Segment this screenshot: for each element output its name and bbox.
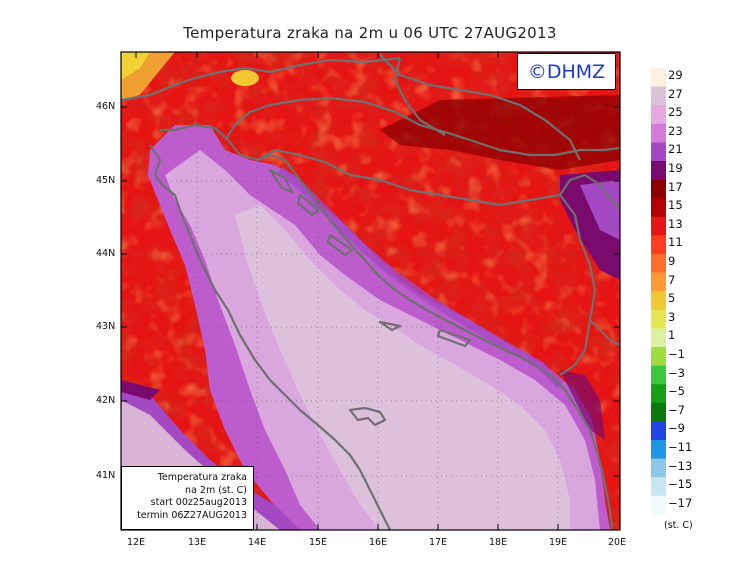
legend-label: 19 <box>668 161 683 175</box>
lat-label-44n: 44N <box>96 248 115 259</box>
legend-label: 17 <box>668 180 683 194</box>
legend-swatch <box>651 384 666 403</box>
lat-label-42n: 42N <box>96 395 115 406</box>
legend-label: −9 <box>668 421 685 435</box>
info-line-start: start 00z25aug2013 <box>122 497 247 510</box>
legend-label: −13 <box>668 459 692 473</box>
legend-swatch <box>651 217 666 236</box>
legend-swatch <box>651 477 666 496</box>
legend-swatch <box>651 403 666 422</box>
legend-swatch <box>651 105 666 124</box>
lat-label-46n: 46N <box>96 101 115 112</box>
lon-label-17e: 17E <box>429 537 447 548</box>
legend-swatch <box>651 87 666 106</box>
legend-label: −3 <box>668 366 685 380</box>
legend-swatch <box>651 366 666 385</box>
legend-swatch <box>651 496 666 515</box>
legend-swatch <box>651 235 666 254</box>
legend-label: 25 <box>668 105 683 119</box>
legend-swatch <box>651 459 666 478</box>
legend-label: −1 <box>668 347 685 361</box>
info-line-unit: na 2m (st. C) <box>122 485 247 498</box>
lon-label-12e: 12E <box>127 537 145 548</box>
legend-swatch <box>651 291 666 310</box>
info-line-valid: termin 06Z27AUG2013 <box>122 510 247 523</box>
legend-label: −15 <box>668 477 692 491</box>
dhmz-logo: ©DHMZ <box>517 53 616 90</box>
lon-label-14e: 14E <box>248 537 266 548</box>
legend-swatch <box>651 310 666 329</box>
lon-label-20e: 20E <box>608 537 626 548</box>
lat-label-43n: 43N <box>96 321 115 332</box>
legend-swatch <box>651 254 666 273</box>
legend-swatch <box>651 198 666 217</box>
lon-label-19e: 19E <box>549 537 567 548</box>
legend-swatch <box>651 421 666 440</box>
legend-swatch <box>651 440 666 459</box>
legend-label: −7 <box>668 403 685 417</box>
legend-label: 11 <box>668 235 683 249</box>
legend-label: −5 <box>668 384 685 398</box>
legend-label: −17 <box>668 496 692 510</box>
legend-swatch <box>651 68 666 87</box>
lon-label-13e: 13E <box>188 537 206 548</box>
legend-label: −11 <box>668 440 692 454</box>
legend-label: 1 <box>668 328 675 342</box>
forecast-info-box: Temperatura zraka na 2m (st. C) start 00… <box>121 466 254 530</box>
lon-label-15e: 15E <box>309 537 327 548</box>
lon-label-18e: 18E <box>489 537 507 548</box>
legend-label: 3 <box>668 310 675 324</box>
legend-label: 9 <box>668 254 675 268</box>
legend-label: 5 <box>668 291 675 305</box>
legend-swatch <box>651 347 666 366</box>
lat-label-41n: 41N <box>96 470 115 481</box>
legend-label: 15 <box>668 198 683 212</box>
legend-label: 29 <box>668 68 683 82</box>
lat-label-45n: 45N <box>96 175 115 186</box>
legend-swatch <box>651 273 666 292</box>
legend-swatch <box>651 142 666 161</box>
legend-label: 13 <box>668 217 683 231</box>
legend-swatch <box>651 124 666 143</box>
legend-swatch <box>651 180 666 199</box>
legend-label: 7 <box>668 273 675 287</box>
legend-swatch <box>651 328 666 347</box>
lon-label-16e: 16E <box>369 537 387 548</box>
legend-label: 27 <box>668 87 683 101</box>
legend-color-bar <box>651 68 666 515</box>
legend-unit: (st. C) <box>664 520 693 531</box>
legend-swatch <box>651 161 666 180</box>
legend-label: 23 <box>668 124 683 138</box>
legend-label: 21 <box>668 142 683 156</box>
info-line-parameter: Temperatura zraka <box>122 472 247 485</box>
